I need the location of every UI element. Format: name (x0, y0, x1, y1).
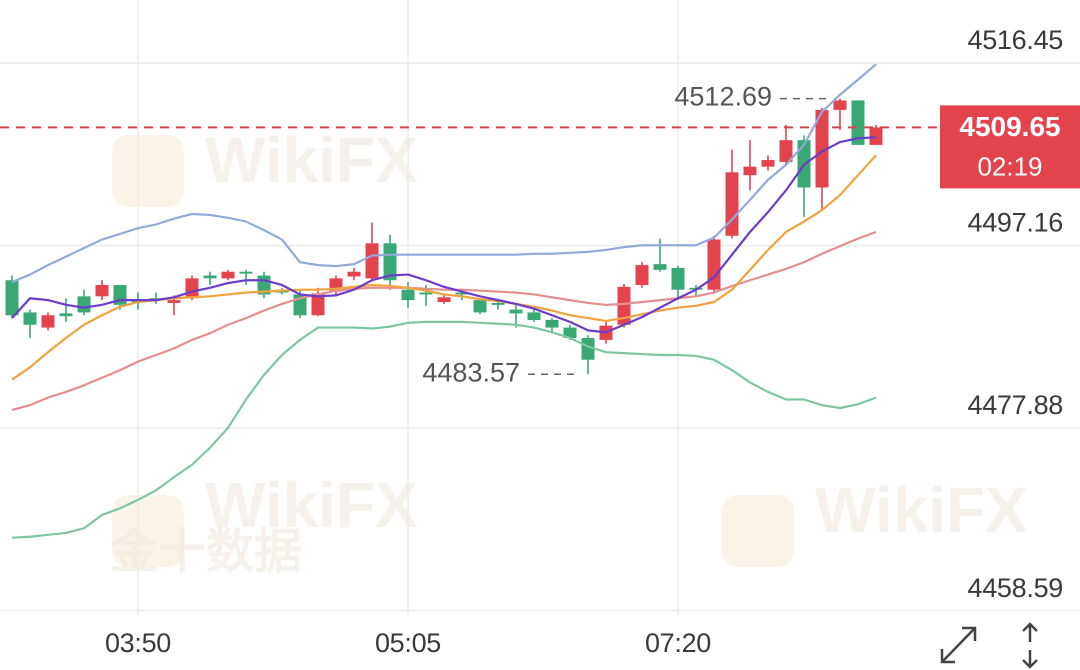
x-tick-label: 03:50 (105, 628, 171, 658)
candle-body (617, 286, 631, 325)
low-label: 4483.57 (422, 357, 520, 387)
candle-body (635, 265, 649, 285)
y-tick-label: 4516.45 (968, 25, 1064, 55)
candle-body (563, 327, 577, 338)
candle-body (203, 275, 217, 279)
watermark: 金十数据 (109, 526, 302, 579)
candle-body (725, 172, 739, 236)
candle-body (167, 300, 181, 303)
last-price-label: 4509.65 (959, 111, 1060, 142)
y-tick-label: 4497.16 (968, 208, 1064, 238)
candle-body (221, 271, 235, 279)
candle-body (779, 140, 793, 162)
grid (0, 0, 1080, 615)
candle-body (653, 264, 667, 270)
candle-body (815, 109, 829, 188)
candle-body (77, 296, 91, 313)
watermark-logo (112, 495, 184, 567)
expand-icon[interactable] (940, 626, 977, 664)
watermark: WikiFX (205, 124, 418, 196)
candle-body (401, 289, 415, 301)
candle-body (509, 309, 523, 314)
candle-body (383, 243, 397, 281)
watermark-logo (112, 135, 184, 207)
candle-body (59, 313, 73, 317)
candle-body (491, 302, 505, 305)
candle-body (23, 312, 37, 325)
x-tick-label: 05:05 (375, 628, 441, 658)
indicator-line (11, 63, 877, 284)
candle-body (671, 267, 685, 290)
candle-body (743, 166, 757, 176)
indicator-line (11, 230, 877, 411)
indicator-line (11, 136, 877, 334)
candle-body (707, 239, 721, 290)
candle-body (419, 292, 433, 295)
candle-body (347, 271, 361, 277)
candle-body (185, 278, 199, 299)
candle-body (761, 160, 775, 167)
y-tick-label: 4477.88 (968, 390, 1064, 420)
candle-body (833, 100, 847, 110)
high-label: 4512.69 (674, 82, 772, 112)
watermark: WikiFX (205, 469, 418, 541)
y-tick-label: 4458.59 (968, 573, 1064, 603)
candle-body (851, 100, 865, 145)
candle-body (95, 284, 109, 297)
watermark: WikiFX (815, 474, 1028, 546)
candle-body (5, 280, 19, 316)
watermark-logo (722, 495, 794, 567)
candle-body (527, 312, 541, 320)
candle-body (239, 271, 253, 274)
indicator-lines (11, 63, 877, 539)
watermark-layer: WikiFX WikiFX WikiFX 金十数据 (109, 124, 1028, 579)
candle-body (473, 300, 487, 313)
scale-icon[interactable] (1022, 622, 1038, 669)
candle-body (545, 319, 559, 328)
candle-body (41, 315, 55, 328)
indicator-line (11, 320, 877, 539)
candle-body (581, 337, 595, 360)
x-tick-label: 07:20 (645, 628, 711, 658)
candle-body (437, 297, 451, 303)
countdown-label: 02:19 (977, 151, 1042, 181)
candle-body (311, 293, 325, 316)
candle-body (869, 127, 883, 145)
candle-body (365, 243, 379, 279)
candle-body (455, 292, 469, 295)
last-price-tag (940, 105, 1080, 189)
